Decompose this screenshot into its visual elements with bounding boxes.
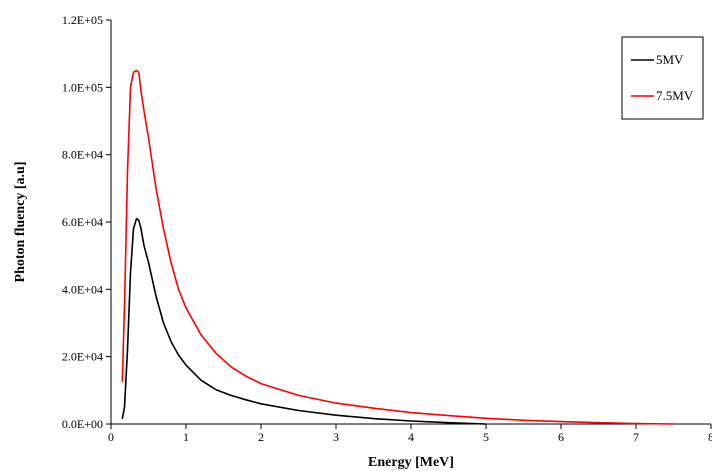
series-line-7-5mv: [121, 69, 674, 425]
x-tick-label: 7: [633, 430, 639, 444]
legend-label: 5MV: [656, 52, 684, 67]
x-axis-ticks: 0 1 2 3 4 5 6 7 8: [108, 424, 712, 444]
y-tick-label: 8.0E+04: [62, 148, 103, 162]
plot-area: 0 1 2 3 4 5 6 7 8 0.0E+00 2.0E+04 4.0E+04 6.0E+04 8.…: [62, 13, 712, 444]
x-tick-label: 2: [258, 430, 264, 444]
series-line-5mv: [121, 217, 487, 425]
y-tick-label: 1.0E+05: [62, 80, 103, 94]
y-tick-label: 0.0E+00: [62, 417, 103, 431]
legend-items: 5MV 7.5MV: [631, 52, 694, 103]
legend-box: [621, 36, 704, 120]
y-axis-title: Photon fluency [a.u]: [13, 162, 28, 283]
legend-label: 7.5MV: [656, 88, 694, 103]
x-tick-label: 1: [183, 430, 189, 444]
y-tick-label: 6.0E+04: [62, 215, 103, 229]
legend: 5MV 7.5MV: [621, 36, 704, 120]
y-tick-label: 4.0E+04: [62, 282, 103, 296]
x-tick-label: 8: [708, 430, 712, 444]
x-tick-label: 0: [108, 430, 114, 444]
x-tick-label: 4: [408, 430, 414, 444]
y-tick-label: 1.2E+05: [62, 13, 103, 27]
x-tick-label: 5: [483, 430, 489, 444]
x-tick-label: 6: [558, 430, 564, 444]
y-tick-label: 2.0E+04: [62, 350, 103, 364]
x-axis-title: Energy [MeV]: [368, 455, 454, 470]
x-tick-label: 3: [333, 430, 339, 444]
series-layer: [121, 69, 674, 425]
y-axis-ticks: 0.0E+00 2.0E+04 4.0E+04 6.0E+04 8.0E+04 1.0E+…: [62, 13, 111, 431]
